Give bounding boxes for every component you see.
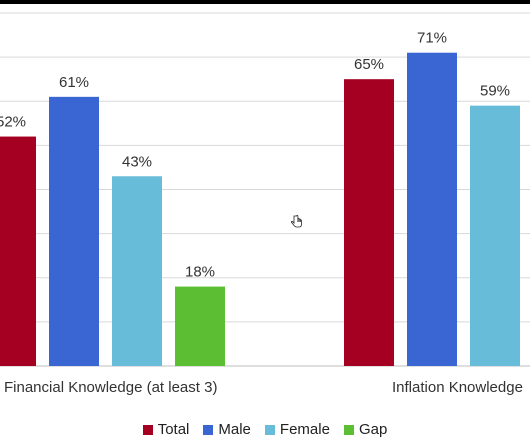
data-label-gap-0: 18%: [185, 264, 215, 281]
legend-item-gap: Gap: [343, 421, 388, 438]
legend-label-gap: Gap: [358, 421, 388, 438]
data-label-total-0: 52%: [0, 114, 26, 131]
bar-female-0: [112, 176, 162, 366]
bar-gap-0: [175, 286, 225, 366]
data-label-female-1: 59%: [480, 83, 510, 100]
legend-swatch-gap: [343, 424, 354, 435]
legend-label-male: Male: [218, 421, 251, 438]
legend-swatch-total: [142, 424, 153, 435]
data-label-male-1: 71%: [417, 30, 447, 47]
bar-male-0: [49, 96, 99, 367]
bar-total-0: [0, 136, 36, 366]
legend-item-male: Male: [203, 421, 251, 438]
legend-swatch-male: [203, 424, 214, 435]
legend-label-female: Female: [279, 421, 330, 438]
data-label-total-1: 65%: [354, 56, 384, 73]
legend-label-total: Total: [157, 421, 190, 438]
category-label-0: Financial Knowledge (at least 3): [4, 379, 217, 396]
data-label-female-0: 43%: [122, 153, 152, 170]
bar-total-1: [344, 79, 394, 366]
legend: Total Male Female Gap: [0, 421, 530, 438]
legend-item-female: Female: [264, 421, 330, 438]
hand-cursor-icon: [290, 215, 302, 228]
top-border: [0, 0, 530, 4]
category-label-1: Inflation Knowledge: [392, 379, 523, 396]
legend-item-total: Total: [142, 421, 190, 438]
legend-swatch-female: [264, 424, 275, 435]
bar-female-1: [470, 105, 520, 366]
bar-male-1: [407, 52, 457, 367]
data-label-male-0: 61%: [59, 74, 89, 91]
